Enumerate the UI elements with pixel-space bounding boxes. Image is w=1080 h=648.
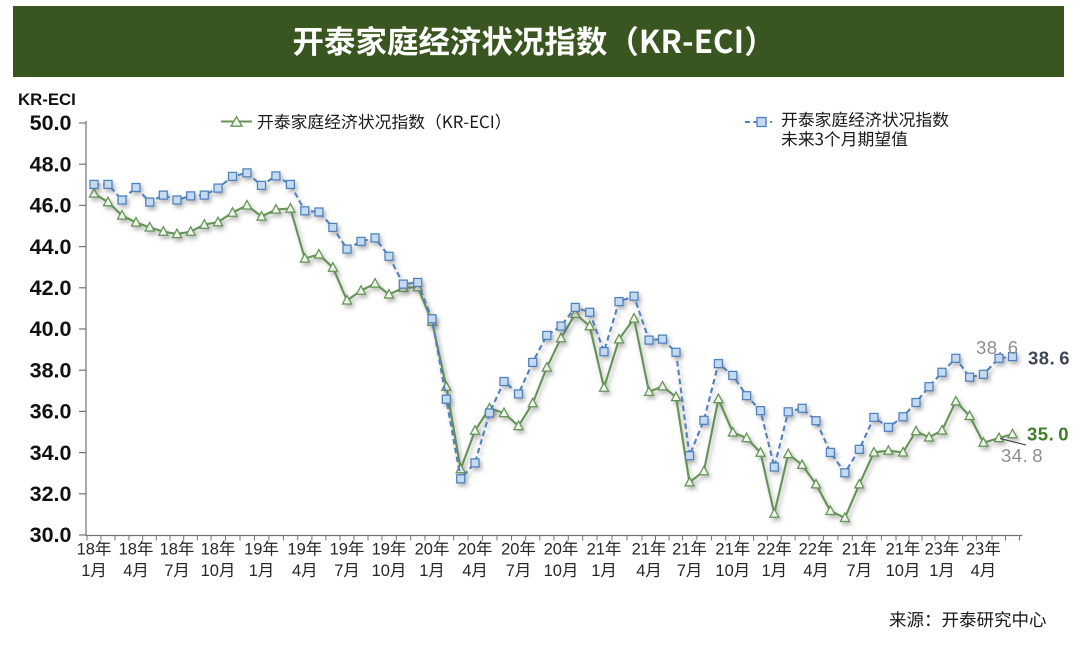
svg-text:7: 7 <box>506 562 515 580</box>
svg-text:40.0: 40.0 <box>30 317 72 341</box>
svg-text:1: 1 <box>81 562 90 580</box>
svg-text:20: 20 <box>501 541 519 559</box>
svg-text:35.0: 35. 0 <box>1027 424 1069 445</box>
svg-text:1: 1 <box>762 562 771 580</box>
svg-text:7: 7 <box>164 562 173 580</box>
svg-text:32.0: 32.0 <box>30 482 72 506</box>
svg-text:19: 19 <box>287 541 305 559</box>
svg-text:21: 21 <box>587 541 605 559</box>
svg-text:7: 7 <box>677 562 686 580</box>
svg-text:20: 20 <box>415 541 433 559</box>
svg-text:22: 22 <box>799 541 817 559</box>
svg-text:20: 20 <box>544 541 562 559</box>
svg-text:4: 4 <box>803 562 812 580</box>
svg-text:4: 4 <box>636 562 645 580</box>
svg-text:21: 21 <box>842 541 860 559</box>
svg-text:4: 4 <box>462 562 471 580</box>
svg-text:19: 19 <box>372 541 390 559</box>
svg-text:22: 22 <box>757 541 775 559</box>
svg-text:2: 2 <box>925 541 934 559</box>
svg-text:42.0: 42.0 <box>30 276 72 300</box>
svg-text:10: 10 <box>372 562 390 580</box>
svg-text:30.0: 30.0 <box>30 523 72 547</box>
svg-text:38.6: 38. 6 <box>1028 348 1070 369</box>
svg-text:34.0: 34.0 <box>30 441 72 465</box>
svg-text:18: 18 <box>160 541 178 559</box>
svg-text:38.6: 38. 6 <box>976 337 1019 358</box>
svg-text:46.0: 46.0 <box>30 194 72 218</box>
svg-text:10: 10 <box>715 562 733 580</box>
svg-text:4: 4 <box>292 562 301 580</box>
svg-text:21: 21 <box>632 541 650 559</box>
svg-text:1: 1 <box>249 562 258 580</box>
svg-text:18: 18 <box>77 541 95 559</box>
svg-text:44.0: 44.0 <box>30 235 72 259</box>
svg-text:20: 20 <box>458 541 476 559</box>
svg-text:10: 10 <box>544 562 562 580</box>
svg-text:7: 7 <box>334 562 343 580</box>
svg-text:18: 18 <box>201 541 219 559</box>
svg-text:KR-ECI: KR-ECI <box>18 90 76 109</box>
svg-text:21: 21 <box>715 541 733 559</box>
svg-text:18: 18 <box>119 541 137 559</box>
svg-text:10: 10 <box>201 562 219 580</box>
svg-text:4: 4 <box>123 562 132 580</box>
svg-text:34.8: 34. 8 <box>1001 445 1043 466</box>
svg-text:1: 1 <box>419 562 428 580</box>
svg-text:19: 19 <box>244 541 262 559</box>
svg-text:1: 1 <box>591 562 600 580</box>
svg-text:19: 19 <box>330 541 348 559</box>
svg-text:36.0: 36.0 <box>30 400 72 424</box>
svg-text:2: 2 <box>966 541 975 559</box>
svg-text:10: 10 <box>886 562 904 580</box>
svg-text:7: 7 <box>847 562 856 580</box>
svg-text:4: 4 <box>971 562 980 580</box>
svg-text:48.0: 48.0 <box>30 152 72 176</box>
svg-text:21: 21 <box>672 541 690 559</box>
svg-text:38.0: 38.0 <box>30 358 72 382</box>
svg-text:21: 21 <box>886 541 904 559</box>
svg-text:1: 1 <box>929 562 938 580</box>
svg-text:50.0: 50.0 <box>30 111 72 135</box>
